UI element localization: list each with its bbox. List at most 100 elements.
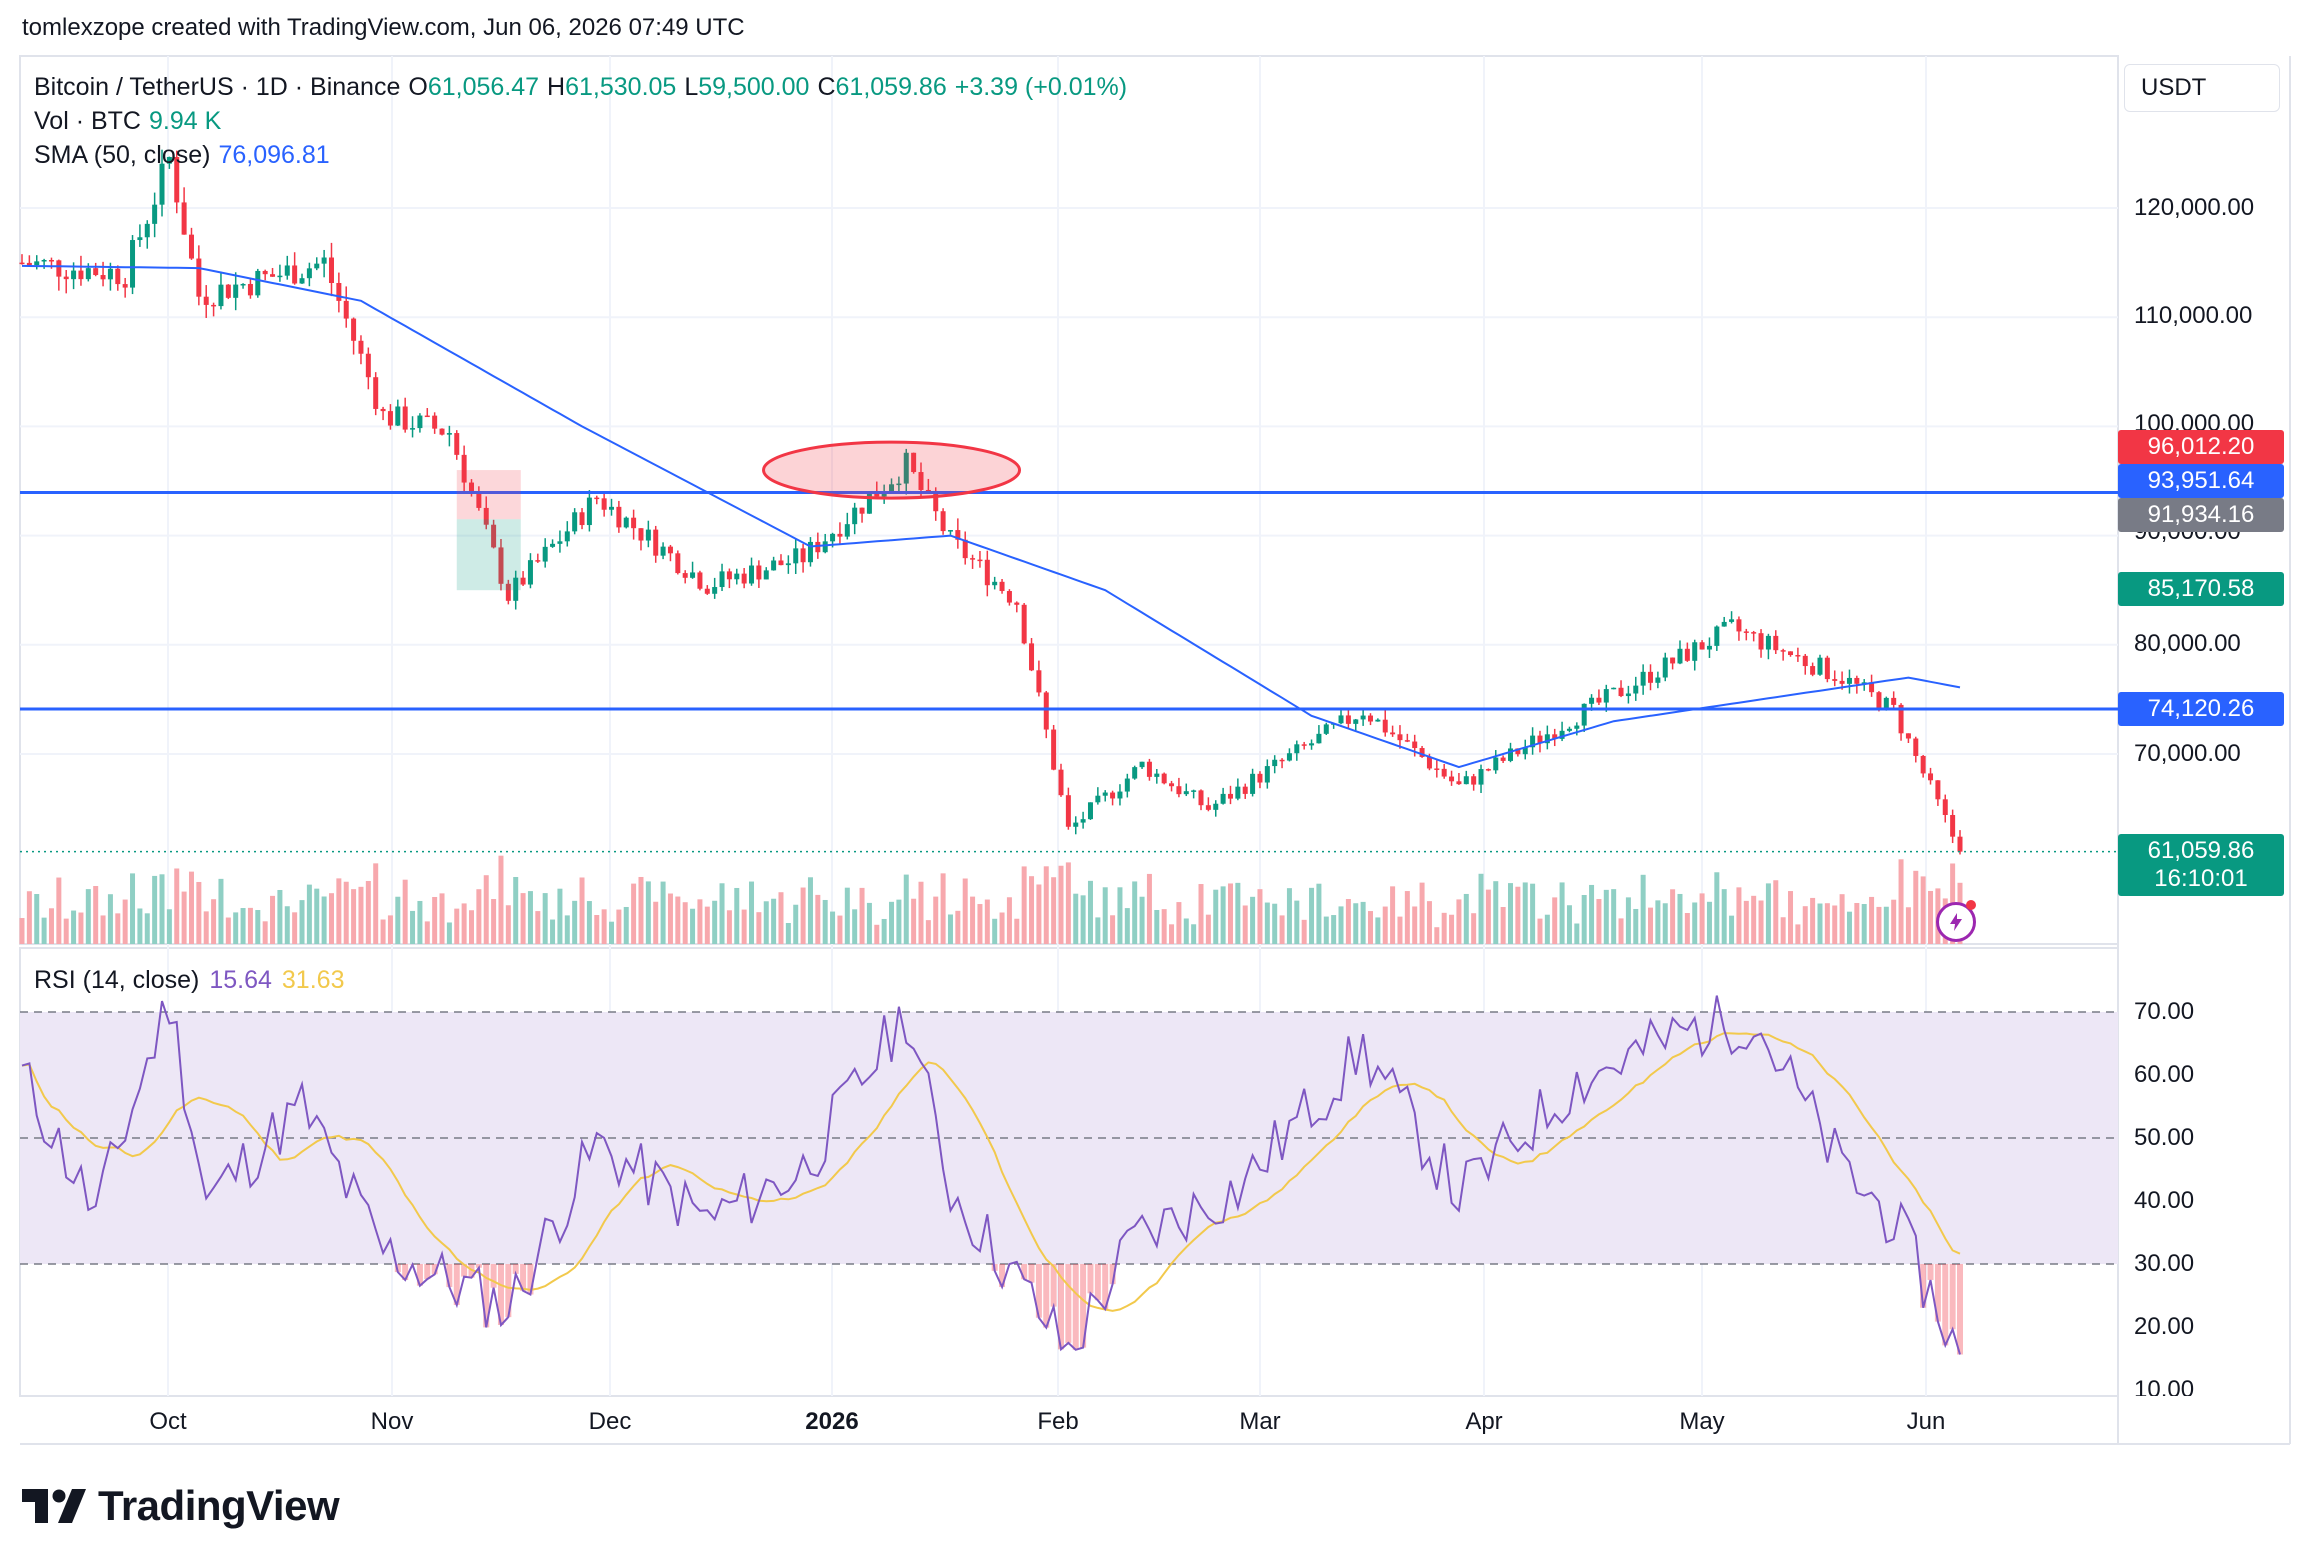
candle-body xyxy=(181,202,187,235)
rsi-label[interactable]: RSI (14, close) xyxy=(34,966,200,994)
volume-bar xyxy=(925,920,931,944)
candle-body xyxy=(1397,734,1403,741)
volume-bar xyxy=(1220,886,1226,944)
candle-body xyxy=(1301,744,1307,746)
volume-bar xyxy=(557,888,563,944)
close-label: C xyxy=(817,73,836,101)
candle-body xyxy=(690,572,696,578)
volume-bar xyxy=(859,887,865,944)
candle-body xyxy=(1146,761,1152,777)
volume-bar xyxy=(1559,882,1565,944)
ohlc-high: H61,530.05 xyxy=(547,70,676,104)
candle-body xyxy=(48,260,54,262)
volume-bar xyxy=(218,878,224,944)
candle-body xyxy=(1124,778,1130,792)
tradingview-logo-icon xyxy=(22,1489,86,1523)
candle-body xyxy=(1950,814,1956,837)
open-label: O xyxy=(408,73,428,101)
volume-bar xyxy=(159,874,165,944)
candle-body xyxy=(992,581,998,586)
candle-body xyxy=(1021,604,1027,644)
candle-body xyxy=(1935,780,1941,800)
volume-bar xyxy=(1375,917,1381,944)
candle-body xyxy=(71,270,77,280)
volume-bar xyxy=(446,922,452,944)
high-value: 61,530.05 xyxy=(565,73,677,101)
volume-bar xyxy=(1500,907,1506,944)
volume-bar xyxy=(1426,901,1432,944)
candle-body xyxy=(1426,756,1432,769)
alert-dot xyxy=(1966,900,1976,910)
volume-bar xyxy=(144,913,150,944)
candle-body xyxy=(712,587,718,594)
volume-bar xyxy=(1891,899,1897,944)
candle-body xyxy=(115,268,121,285)
volume-bar xyxy=(373,863,379,944)
volume-bar xyxy=(1095,917,1101,944)
candle-body xyxy=(1559,730,1565,739)
rsi-tick: 10.00 xyxy=(2134,1376,2195,1396)
volume-bar xyxy=(586,901,592,944)
volume-bar xyxy=(1169,924,1175,944)
volume-bar xyxy=(380,919,386,944)
candle-body xyxy=(785,563,791,566)
candle-body xyxy=(778,560,784,566)
candle-body xyxy=(1670,657,1676,664)
candle-body xyxy=(1110,792,1116,799)
volume-bar xyxy=(1073,893,1079,944)
candle-body xyxy=(314,263,320,269)
sma-price-badge: 85,170.58 xyxy=(2118,572,2284,606)
candle-body xyxy=(719,571,725,588)
lower-line-badge: 74,120.26 xyxy=(2118,692,2284,726)
volume-label[interactable]: Vol · BTC xyxy=(34,107,141,135)
candle-body xyxy=(1788,651,1794,656)
candle-body xyxy=(822,541,828,553)
tradingview-logo-text: TradingView xyxy=(98,1482,340,1529)
candle-body xyxy=(1176,786,1182,795)
volume-bar xyxy=(675,896,681,944)
candle-body xyxy=(211,304,217,307)
volume-bar xyxy=(336,878,342,944)
candle-body xyxy=(1905,733,1911,739)
candle-body xyxy=(1102,792,1108,796)
candle-body xyxy=(380,408,386,412)
tradingview-logo[interactable]: TradingView xyxy=(22,1482,340,1530)
candle-body xyxy=(218,284,224,307)
candle-body xyxy=(240,283,246,286)
candle-body xyxy=(889,484,895,492)
candle-body xyxy=(830,533,836,542)
symbol-legend: Bitcoin / TetherUS · 1D · Binance O61,05… xyxy=(34,70,1127,172)
volume-bar xyxy=(166,909,172,944)
sma-label[interactable]: SMA (50, close) xyxy=(34,141,211,169)
volume-bar xyxy=(1257,889,1263,944)
volume-bar xyxy=(56,877,62,944)
volume-bar xyxy=(314,888,320,944)
candle-body xyxy=(1264,766,1270,783)
volume-bar xyxy=(1839,894,1845,944)
candle-body xyxy=(439,428,445,435)
volume-bar xyxy=(1154,909,1160,944)
volume-bar xyxy=(130,873,136,944)
candle-body xyxy=(1765,635,1771,650)
rsi-ma-value: 31.63 xyxy=(281,966,345,994)
symbol-name[interactable]: Bitcoin / TetherUS · 1D · Binance xyxy=(34,73,401,101)
candle-body xyxy=(188,234,194,259)
volume-bar xyxy=(594,915,600,944)
candle-body xyxy=(1508,748,1514,761)
candle-body xyxy=(491,524,497,548)
volume-bar xyxy=(1832,905,1838,944)
volume-bar xyxy=(1692,902,1698,944)
candle-body xyxy=(1891,697,1897,705)
price-tick: 80,000.00 xyxy=(2134,630,2241,657)
candle-body xyxy=(1404,740,1410,742)
candle-body xyxy=(1942,799,1948,815)
volume-bar xyxy=(992,918,998,944)
volume-bar xyxy=(1176,902,1182,944)
volume-bar xyxy=(1913,870,1919,944)
time-label-dec: Dec xyxy=(588,1408,632,1435)
currency-selector[interactable]: USDT xyxy=(2124,64,2280,112)
rsi-ma-line xyxy=(21,1032,1961,1312)
candle-body xyxy=(911,452,917,473)
candle-body xyxy=(984,559,990,586)
